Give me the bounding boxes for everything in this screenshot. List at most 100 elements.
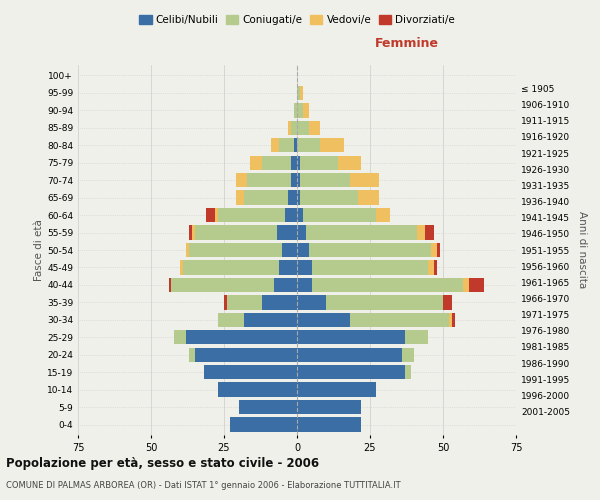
- Bar: [230, 418, 297, 432]
- Bar: [308, 120, 320, 135]
- Bar: [218, 312, 244, 327]
- Bar: [239, 400, 297, 414]
- Bar: [294, 138, 297, 152]
- Bar: [189, 243, 283, 257]
- Bar: [405, 365, 411, 380]
- Bar: [294, 103, 297, 118]
- Bar: [469, 278, 484, 292]
- Bar: [417, 226, 425, 239]
- Bar: [189, 226, 192, 239]
- Bar: [262, 295, 297, 310]
- Text: Femmine: Femmine: [374, 37, 439, 50]
- Bar: [297, 86, 300, 100]
- Bar: [195, 348, 297, 362]
- Bar: [376, 208, 391, 222]
- Bar: [224, 295, 227, 310]
- Bar: [215, 208, 218, 222]
- Bar: [300, 190, 358, 205]
- Bar: [297, 418, 361, 432]
- Bar: [192, 226, 195, 239]
- Y-axis label: Fasce di età: Fasce di età: [34, 219, 44, 281]
- Bar: [186, 243, 189, 257]
- Bar: [291, 173, 297, 188]
- Bar: [227, 295, 262, 310]
- Bar: [283, 243, 297, 257]
- Bar: [297, 312, 350, 327]
- Bar: [308, 243, 431, 257]
- Bar: [203, 365, 297, 380]
- Bar: [247, 173, 291, 188]
- Bar: [338, 156, 361, 170]
- Bar: [297, 382, 376, 397]
- Bar: [320, 138, 344, 152]
- Bar: [358, 190, 379, 205]
- Bar: [186, 330, 297, 344]
- Bar: [169, 278, 172, 292]
- Bar: [297, 156, 300, 170]
- Bar: [425, 226, 434, 239]
- Bar: [297, 295, 326, 310]
- Bar: [206, 208, 215, 222]
- Bar: [172, 278, 274, 292]
- Bar: [288, 120, 291, 135]
- Bar: [236, 173, 247, 188]
- Bar: [326, 295, 443, 310]
- Bar: [405, 330, 428, 344]
- Bar: [437, 243, 440, 257]
- Bar: [463, 278, 469, 292]
- Bar: [434, 260, 437, 274]
- Bar: [297, 208, 303, 222]
- Bar: [350, 312, 449, 327]
- Bar: [297, 103, 303, 118]
- Bar: [244, 190, 288, 205]
- Bar: [297, 365, 405, 380]
- Text: Popolazione per età, sesso e stato civile - 2006: Popolazione per età, sesso e stato civil…: [6, 458, 319, 470]
- Bar: [291, 120, 297, 135]
- Bar: [274, 278, 297, 292]
- Bar: [303, 103, 308, 118]
- Bar: [280, 138, 294, 152]
- Bar: [297, 348, 402, 362]
- Bar: [291, 156, 297, 170]
- Bar: [286, 208, 297, 222]
- Bar: [180, 260, 183, 274]
- Bar: [297, 226, 306, 239]
- Bar: [262, 156, 291, 170]
- Bar: [297, 330, 405, 344]
- Text: COMUNE DI PALMAS ARBOREA (OR) - Dati ISTAT 1° gennaio 2006 - Elaborazione TUTTIT: COMUNE DI PALMAS ARBOREA (OR) - Dati IST…: [6, 481, 401, 490]
- Bar: [300, 156, 338, 170]
- Bar: [449, 312, 452, 327]
- Bar: [452, 312, 455, 327]
- Bar: [300, 173, 350, 188]
- Bar: [297, 173, 300, 188]
- Bar: [443, 295, 452, 310]
- Bar: [297, 138, 320, 152]
- Bar: [195, 226, 277, 239]
- Bar: [244, 312, 297, 327]
- Bar: [297, 400, 361, 414]
- Bar: [277, 226, 297, 239]
- Bar: [402, 348, 414, 362]
- Bar: [189, 348, 195, 362]
- Legend: Celibi/Nubili, Coniugati/e, Vedovi/e, Divorziati/e: Celibi/Nubili, Coniugati/e, Vedovi/e, Di…: [135, 11, 459, 30]
- Bar: [236, 190, 244, 205]
- Bar: [311, 278, 463, 292]
- Bar: [297, 243, 308, 257]
- Bar: [297, 260, 311, 274]
- Bar: [300, 86, 303, 100]
- Bar: [428, 260, 434, 274]
- Bar: [175, 330, 186, 344]
- Bar: [218, 208, 286, 222]
- Bar: [350, 173, 379, 188]
- Bar: [297, 120, 308, 135]
- Y-axis label: Anni di nascita: Anni di nascita: [577, 212, 587, 288]
- Bar: [271, 138, 280, 152]
- Bar: [303, 208, 376, 222]
- Bar: [297, 278, 311, 292]
- Bar: [306, 226, 417, 239]
- Bar: [218, 382, 297, 397]
- Bar: [288, 190, 297, 205]
- Bar: [297, 190, 300, 205]
- Bar: [250, 156, 262, 170]
- Bar: [431, 243, 437, 257]
